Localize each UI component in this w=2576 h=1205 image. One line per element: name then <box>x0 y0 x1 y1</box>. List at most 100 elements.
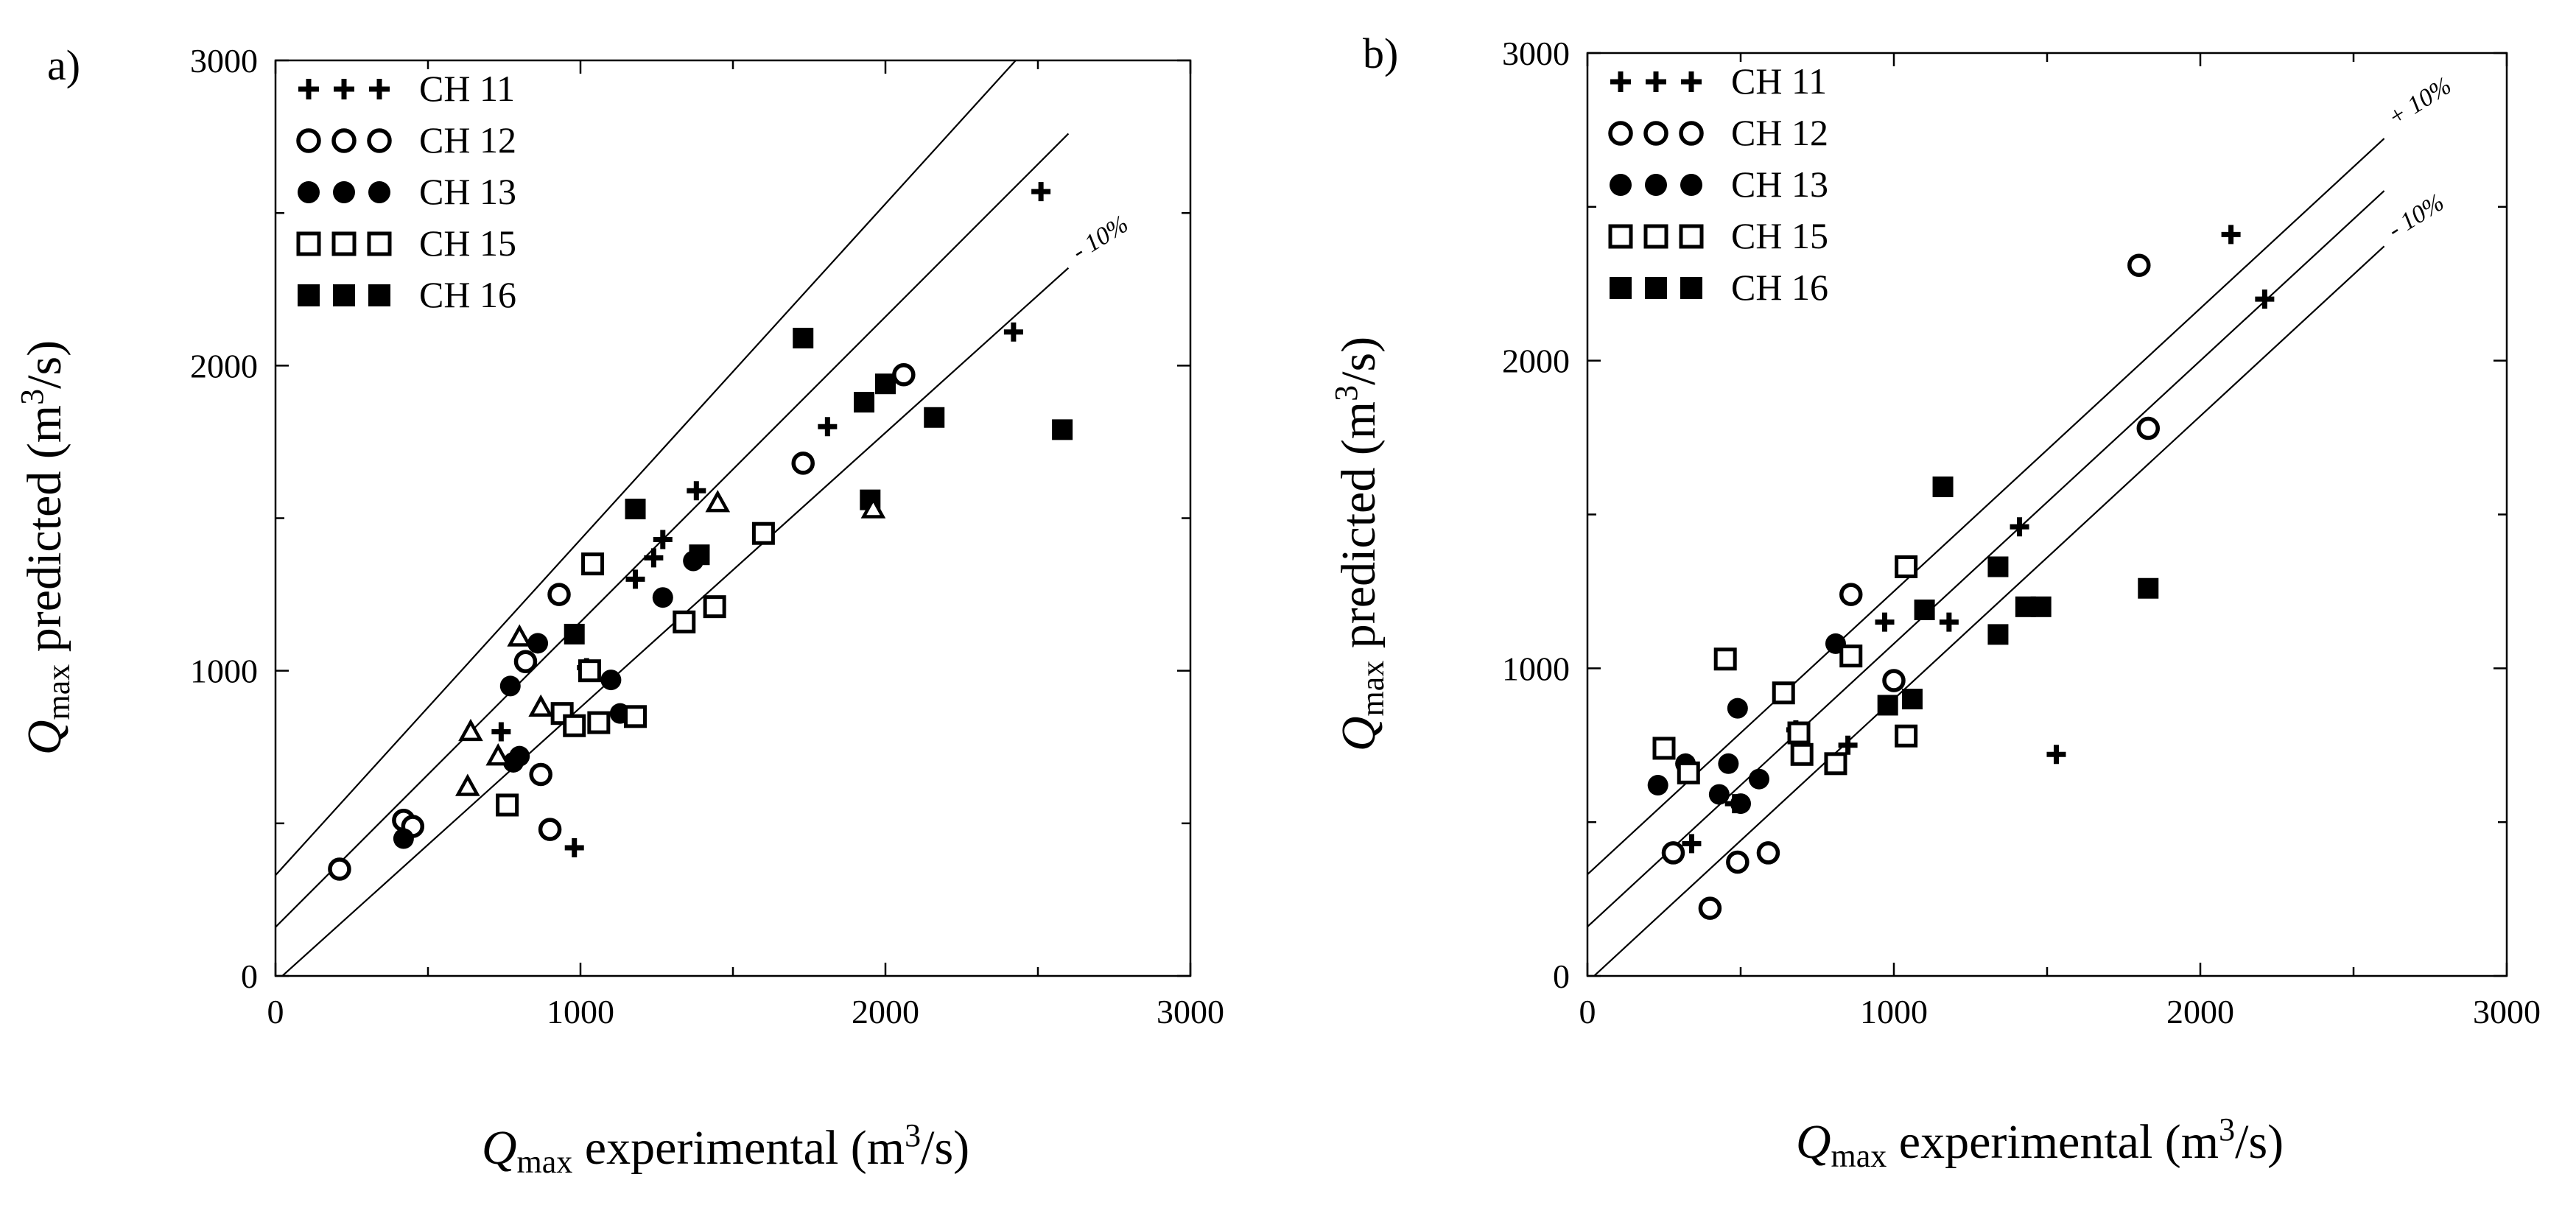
series-ch-12 <box>1661 253 2161 920</box>
data-point <box>578 659 601 683</box>
series-ch-11 <box>1682 225 2275 854</box>
legend-marker <box>296 128 321 153</box>
data-point <box>687 481 706 501</box>
data-point <box>673 610 696 633</box>
data-point <box>1787 721 1811 745</box>
data-point <box>507 624 533 647</box>
x-tick-label: 2000 <box>2166 993 2234 1030</box>
data-point <box>892 363 916 387</box>
legend-label: CH 16 <box>1731 267 1828 308</box>
legend-marker <box>298 79 319 99</box>
data-point <box>875 373 896 395</box>
series-ch-15 <box>1652 555 1918 784</box>
legend-marker <box>1679 224 1704 249</box>
data-point <box>458 718 483 742</box>
data-point <box>547 583 571 606</box>
data-point <box>513 650 538 673</box>
legend-label: CH 15 <box>419 222 516 264</box>
data-point <box>1838 735 1858 755</box>
x-tick-label: 2000 <box>852 993 919 1030</box>
data-point <box>1939 612 1959 632</box>
x-tick-label: 1000 <box>547 993 614 1030</box>
data-point <box>485 743 511 766</box>
data-point <box>1824 752 1847 776</box>
data-points <box>328 182 1073 881</box>
data-point <box>491 722 511 742</box>
x-tick-label: 3000 <box>2473 993 2541 1030</box>
legend-marker <box>1643 224 1668 249</box>
legend-marker <box>331 231 357 256</box>
reference-line-2 <box>281 267 1070 976</box>
axis-title-tail: /s) <box>1332 337 1386 385</box>
legend-label: CH 13 <box>1731 164 1828 205</box>
y-tick-label: 1000 <box>1502 650 1570 687</box>
x-tick-label: 1000 <box>1860 993 1928 1030</box>
y-tick-label: 0 <box>241 958 258 995</box>
data-point <box>1003 322 1023 342</box>
data-point <box>499 675 521 697</box>
legend-marker <box>368 181 390 203</box>
data-point <box>1875 612 1895 632</box>
data-point <box>2010 517 2029 537</box>
data-point <box>587 711 611 734</box>
data-point <box>818 417 838 437</box>
legend-marker <box>1608 121 1633 146</box>
legend-marker <box>369 79 390 99</box>
data-point <box>496 793 519 817</box>
axis-title-superscript: 3 <box>2219 1111 2235 1148</box>
data-point <box>538 818 562 841</box>
data-point <box>705 490 731 513</box>
data-point <box>328 857 351 881</box>
legend-marker <box>1646 71 1666 92</box>
data-point <box>455 773 480 796</box>
y-tick-label: 3000 <box>1502 35 1570 72</box>
data-point <box>1682 834 1702 854</box>
series-ch-11 <box>491 182 1051 857</box>
legend-label: CH 15 <box>1731 215 1828 256</box>
legend-marker <box>1610 174 1632 196</box>
data-point <box>1772 681 1795 705</box>
data-point <box>1708 784 1730 805</box>
data-point <box>2221 225 2241 245</box>
data-point <box>625 499 646 520</box>
x-tick-label: 0 <box>267 993 284 1030</box>
y-axis-title: Qmax predicted (m3/s) <box>14 340 77 755</box>
data-point <box>1726 850 1749 874</box>
data-point <box>1652 737 1676 760</box>
panel-label: a) <box>47 41 80 89</box>
legend-label: CH 12 <box>419 119 516 161</box>
data-point <box>1882 669 1906 692</box>
reference-line-1 <box>276 133 1070 928</box>
legend-marker <box>367 128 392 153</box>
data-point <box>1877 695 1898 716</box>
series-ch-16 <box>564 328 1073 644</box>
band-label-plus: + 10% <box>2383 72 2456 132</box>
panel-label: b) <box>1363 29 1398 77</box>
axis-title-symbol: Q <box>1332 716 1386 751</box>
data-point <box>529 762 552 787</box>
legend-marker <box>334 79 354 99</box>
legend-marker <box>296 231 321 256</box>
data-point <box>625 569 645 589</box>
data-point <box>793 328 814 349</box>
plot-frame <box>1586 52 2508 977</box>
legend-marker <box>1608 224 1633 249</box>
data-point <box>1895 555 1918 579</box>
axis-title-symbol: Q <box>18 720 71 755</box>
axis-title-superscript: 3 <box>1328 385 1364 401</box>
legend: CH 11 CH 12 CH 13 CH 15 CH 16 <box>296 68 516 315</box>
legend-marker <box>298 181 320 203</box>
data-point <box>1895 724 1918 748</box>
data-point <box>854 392 875 413</box>
data-point <box>1790 742 1814 766</box>
legend-marker <box>1645 277 1667 299</box>
axis-title-subscript: max <box>1355 661 1391 717</box>
legend-entry: CH 11 <box>298 68 515 109</box>
data-point <box>1914 599 1935 620</box>
data-point <box>1718 753 1739 774</box>
data-point <box>1677 761 1700 784</box>
data-point <box>1730 793 1751 815</box>
data-point <box>2255 289 2275 309</box>
axis-title-text: experimental (m <box>572 1121 905 1175</box>
x-axis-title: Qmax experimental (m3/s) <box>482 1117 969 1180</box>
